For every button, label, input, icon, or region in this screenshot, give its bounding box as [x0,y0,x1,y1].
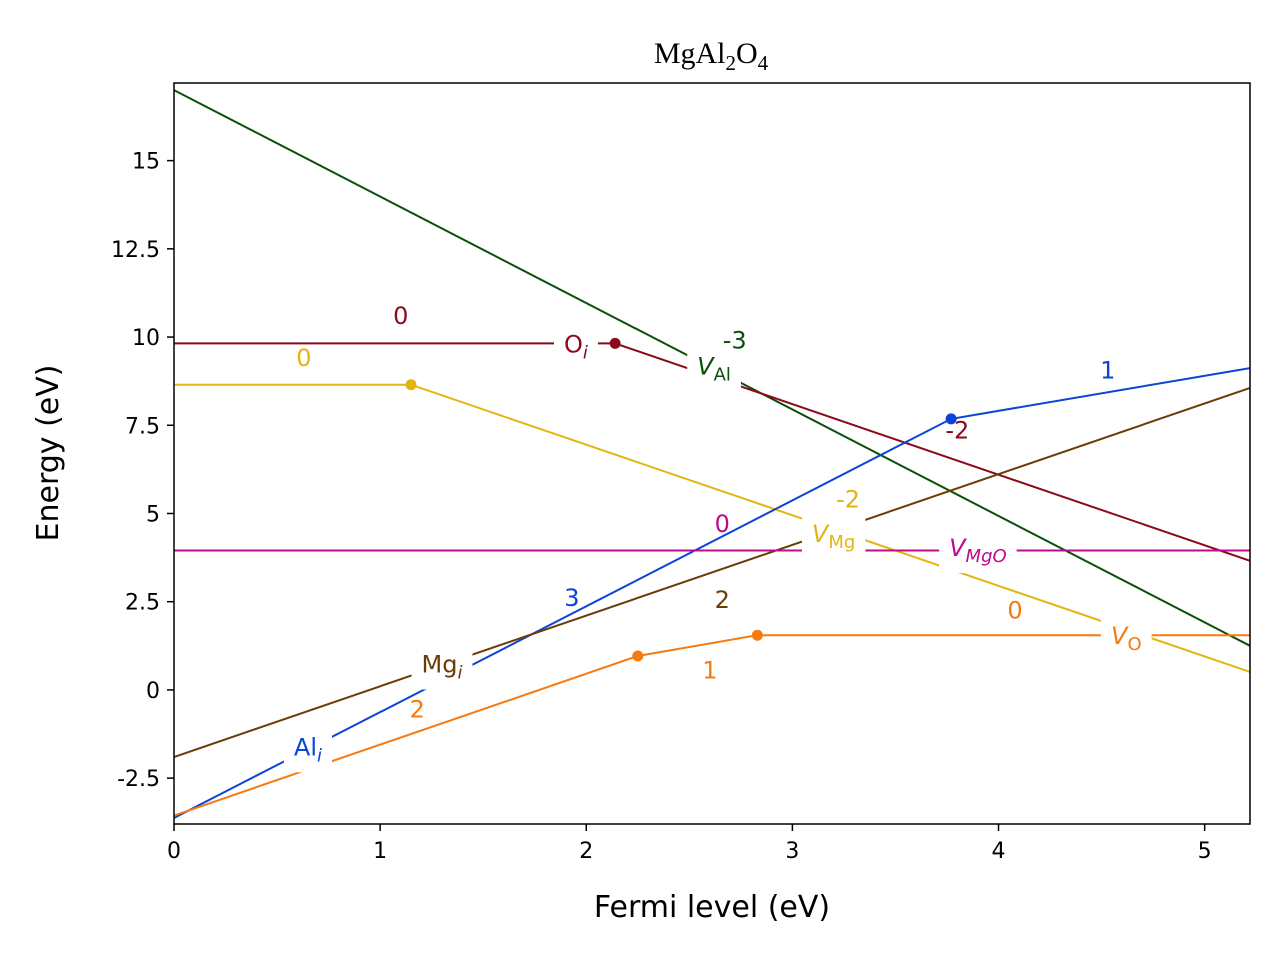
x-tick-label: 2 [579,839,593,864]
series-label-al-i: Ali [283,727,333,773]
charge-label: 3 [564,584,579,612]
series-line-al-i [174,367,1250,819]
y-tick-label: -2.5 [117,767,160,792]
series-line-mg-i [174,386,1250,758]
y-tick-label: 2.5 [125,591,160,616]
series-label-v-mgo: VMgO [939,528,1017,574]
x-tick-label: 3 [785,839,799,864]
charge-label: 0 [1007,597,1022,625]
svg-text:VAl: VAl [697,352,731,385]
series-line-v-o [174,634,1250,817]
transition-point [945,413,957,425]
transition-point [609,337,621,349]
transition-point [405,379,417,391]
x-tick-label: 5 [1198,839,1212,864]
charge-label: -3 [723,327,747,355]
charge-label: -2 [945,417,969,445]
charge-label: 2 [715,586,730,614]
y-tick-label: 10 [132,326,160,351]
series-line-v-mg [174,383,1250,673]
y-axis-label: Energy (eV) [31,365,66,542]
charge-label: 1 [1100,357,1115,385]
y-tick-label: 12.5 [111,238,160,263]
transition-point [632,650,644,662]
chart-title: MgAl2O4 [654,37,769,75]
x-tick-label: 4 [992,839,1006,864]
svg-text:VMgO: VMgO [949,534,1007,567]
charge-label: 2 [410,695,425,723]
x-tick-label: 0 [167,839,181,864]
y-tick-label: 5 [146,502,160,527]
svg-text:Oi: Oi [564,330,588,363]
charge-label: 0 [393,302,408,330]
series-label-mg-i: Mgi [411,644,473,690]
plot-frame [173,82,1251,825]
x-axis-label: Fermi level (eV) [594,890,830,925]
y-tick-label: 0 [146,679,160,704]
plot-area [174,89,1250,819]
series-label-o-i: Oi [554,324,598,370]
svg-text:VO: VO [1111,622,1142,655]
series-labels: VAl Oi VMg Ali Mgi VMgO VO -3 0 -2 0 -2 3 1 2 0 2 1 0 [283,302,1152,773]
y-tick-label: 15 [132,150,160,175]
charge-label: 0 [715,510,730,538]
x-tick-label: 1 [373,839,387,864]
svg-text:VMg: VMg [812,520,855,553]
y-tick-label: 7.5 [125,414,160,439]
series-label-v-o: VO [1101,616,1152,662]
series-label-v-al: VAl [687,346,741,392]
svg-text:Ali: Ali [294,733,322,766]
charge-label: 1 [702,657,717,685]
series-lines [174,89,1250,819]
transition-point [751,629,763,641]
charge-label: -2 [836,485,860,513]
series-label-v-mg: VMg [801,513,866,559]
svg-text:Mgi: Mgi [421,650,462,683]
charge-label: 0 [296,344,311,372]
